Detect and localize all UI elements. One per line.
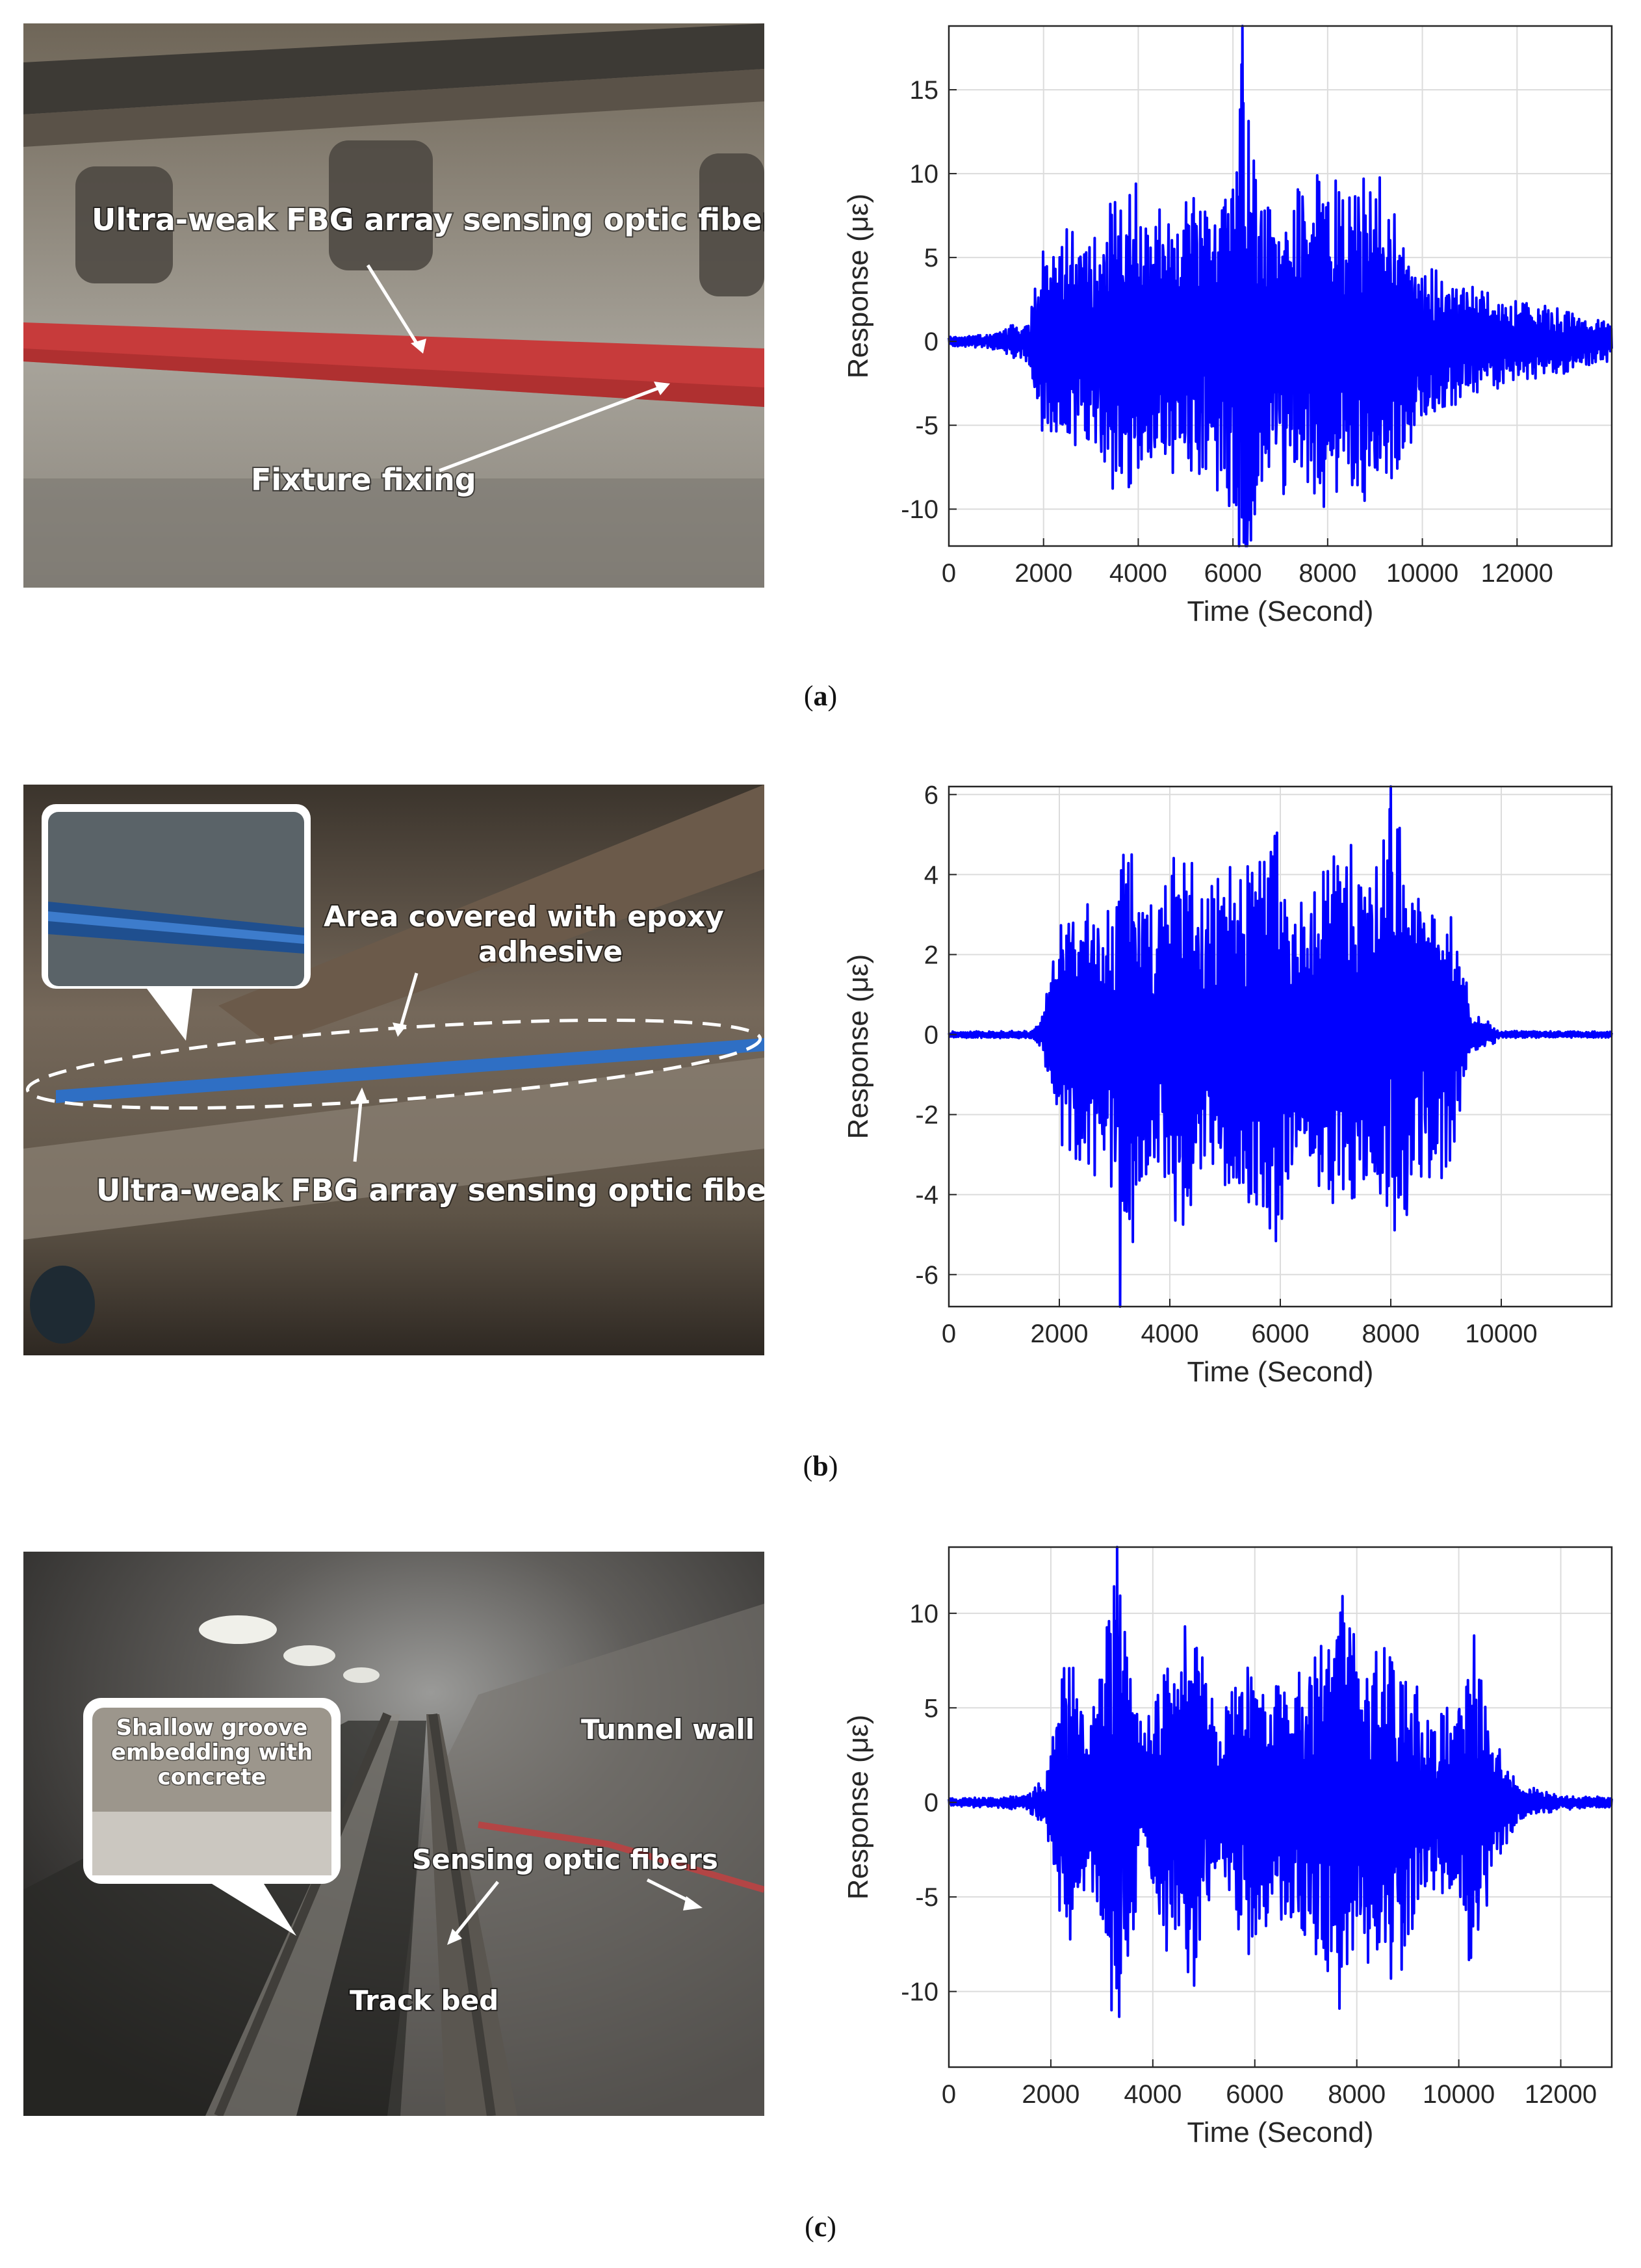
x-tick-label-1: 2000 bbox=[1031, 1320, 1089, 1348]
x-tick-label-4: 8000 bbox=[1328, 2080, 1386, 2109]
x-tick-label-3: 6000 bbox=[1252, 1320, 1310, 1348]
y-tick-label-4: 10 bbox=[910, 1600, 939, 1628]
y-tick-label-2: -2 bbox=[915, 1101, 938, 1130]
arrow-fibers-left bbox=[451, 1881, 499, 1940]
y-tick-label-1: -4 bbox=[915, 1181, 938, 1210]
x-tick-label-0: 0 bbox=[942, 2080, 956, 2109]
caption-b-letter: b bbox=[812, 1450, 829, 1482]
x-tick-label-3: 6000 bbox=[1226, 2080, 1284, 2109]
arrowhead-fibers-right bbox=[683, 1896, 703, 1910]
y-tick-label-1: -5 bbox=[915, 411, 938, 440]
caption-c-letter: c bbox=[814, 2211, 827, 2243]
x-tick-label-5: 10000 bbox=[1386, 559, 1458, 588]
x-tick-label-4: 8000 bbox=[1362, 1320, 1420, 1348]
x-tick-label-5: 10000 bbox=[1423, 2080, 1495, 2109]
arrow-fiber bbox=[366, 264, 422, 350]
photo-label-fiber: Ultra-weak FBG array sensing optic fiber bbox=[92, 202, 764, 237]
x-tick-label-1: 2000 bbox=[1022, 2080, 1079, 2109]
y-axis-label: Response (με) bbox=[842, 954, 874, 1140]
signal-line bbox=[948, 1546, 1613, 2018]
y-tick-label-4: 2 bbox=[924, 941, 938, 969]
y-tick-label-0: -10 bbox=[901, 1978, 938, 2007]
callout-inset bbox=[48, 812, 304, 986]
arrow-fixture bbox=[439, 385, 661, 473]
caption-a: (a) bbox=[803, 680, 838, 712]
caption-b: (b) bbox=[803, 1450, 838, 1482]
photo-label-epoxy-1: Area covered with epoxy bbox=[324, 900, 724, 933]
chart-a: 0 2000 4000 6000 8000 10000 12000 -10 -5 0 5 10 15 Ti… bbox=[806, 13, 1641, 663]
x-tick-label-0: 0 bbox=[942, 559, 956, 588]
arrow-fiber-b bbox=[353, 1095, 363, 1162]
photo-label-groove-1: Shallow groove bbox=[116, 1715, 308, 1741]
photo-label-fiber-b: Ultra-weak FBG array sensing optic fiber bbox=[96, 1173, 764, 1208]
x-tick-label-2: 4000 bbox=[1109, 559, 1167, 588]
photo-label-fixture: Fixture fixing bbox=[251, 462, 476, 497]
signal-line bbox=[948, 25, 1613, 547]
photo-label-epoxy-2: adhesive bbox=[478, 935, 623, 969]
arrowhead-fiber bbox=[411, 339, 426, 354]
arrowhead-fiber-b bbox=[355, 1088, 368, 1102]
x-axis-label: Time (Second) bbox=[1187, 595, 1374, 627]
y-tick-label-3: 0 bbox=[924, 1021, 938, 1050]
figure-panel-b: Area covered with epoxy adhesive Ultra-w… bbox=[0, 761, 1641, 1508]
plot-frame bbox=[948, 25, 1613, 547]
arrowhead-epoxy bbox=[393, 1023, 407, 1037]
x-tick-label-6: 12000 bbox=[1481, 559, 1553, 588]
caption-c: (c) bbox=[805, 2211, 836, 2243]
y-axis-label: Response (με) bbox=[842, 194, 874, 379]
x-tick-label-1: 2000 bbox=[1014, 559, 1072, 588]
y-tick-label-1: -5 bbox=[915, 1883, 938, 1912]
x-tick-label-2: 4000 bbox=[1124, 2080, 1182, 2109]
y-tick-label-0: -6 bbox=[915, 1261, 938, 1290]
x-tick-label-4: 8000 bbox=[1299, 559, 1356, 588]
arrowhead-fixture bbox=[654, 382, 670, 395]
chart-b: 0 2000 4000 6000 8000 10000 -6 -4 -2 0 2 4 6 Time (Se… bbox=[806, 774, 1641, 1424]
photo-tunnel: Shallow groove embedding with concrete T… bbox=[23, 1552, 764, 2116]
y-tick-label-6: 6 bbox=[924, 781, 938, 809]
chart-b-svg: 0 2000 4000 6000 8000 10000 -6 -4 -2 0 2 4 6 Time (Se… bbox=[842, 781, 1613, 1388]
x-axis-label: Time (Second) bbox=[1187, 2117, 1374, 2148]
photo-label-groove-3: concrete bbox=[157, 1764, 266, 1790]
arrowhead-fibers-left bbox=[447, 1929, 462, 1945]
x-tick-label-6: 12000 bbox=[1525, 2080, 1597, 2109]
x-axis-label: Time (Second) bbox=[1187, 1356, 1374, 1388]
y-tick-label-5: 15 bbox=[910, 76, 939, 105]
figure-panel-a: Ultra-weak FBG array sensing optic fiber… bbox=[0, 0, 1641, 735]
photo-label-wall: Tunnel wall bbox=[581, 1714, 755, 1745]
photo-label-groove-2: embedding with bbox=[111, 1740, 313, 1766]
x-tick-label-5: 10000 bbox=[1465, 1320, 1537, 1348]
y-tick-label-0: -10 bbox=[901, 495, 938, 524]
photo-label-fibers: Sensing optic fibers bbox=[412, 1844, 718, 1875]
y-axis-label: Response (με) bbox=[842, 1715, 874, 1900]
y-tick-label-2: 0 bbox=[924, 328, 938, 356]
y-tick-label-5: 4 bbox=[924, 861, 938, 889]
photo-epoxy-fiber: Area covered with epoxy adhesive Ultra-w… bbox=[23, 785, 764, 1355]
photo-rail-fiber-fixture: Ultra-weak FBG array sensing optic fiber… bbox=[23, 23, 764, 588]
x-tick-label-0: 0 bbox=[942, 1320, 956, 1348]
signal-line bbox=[948, 785, 1613, 1308]
plot-frame bbox=[948, 1546, 1613, 2068]
dashed-ellipse bbox=[25, 1018, 762, 1110]
photo-label-bed: Track bed bbox=[350, 1985, 498, 2016]
figure-panel-c: Shallow groove embedding with concrete T… bbox=[0, 1521, 1641, 2268]
chart-c: 0 2000 4000 6000 8000 10000 12000 -10 -5 0 5 10 Time… bbox=[806, 1534, 1641, 2184]
x-tick-label-3: 6000 bbox=[1204, 559, 1262, 588]
y-tick-label-2: 0 bbox=[924, 1789, 938, 1818]
x-tick-label-2: 4000 bbox=[1141, 1320, 1199, 1348]
y-tick-label-4: 10 bbox=[910, 160, 939, 189]
chart-a-svg: 0 2000 4000 6000 8000 10000 12000 -10 -5 0 5 10 15 Ti… bbox=[842, 25, 1613, 627]
y-tick-label-3: 5 bbox=[924, 244, 938, 272]
y-tick-label-3: 5 bbox=[924, 1694, 938, 1723]
arrow-fibers-right bbox=[646, 1878, 694, 1905]
chart-c-svg: 0 2000 4000 6000 8000 10000 12000 -10 -5 0 5 10 Time… bbox=[842, 1546, 1613, 2148]
caption-a-letter: a bbox=[813, 680, 828, 712]
arrow-epoxy bbox=[398, 972, 419, 1029]
